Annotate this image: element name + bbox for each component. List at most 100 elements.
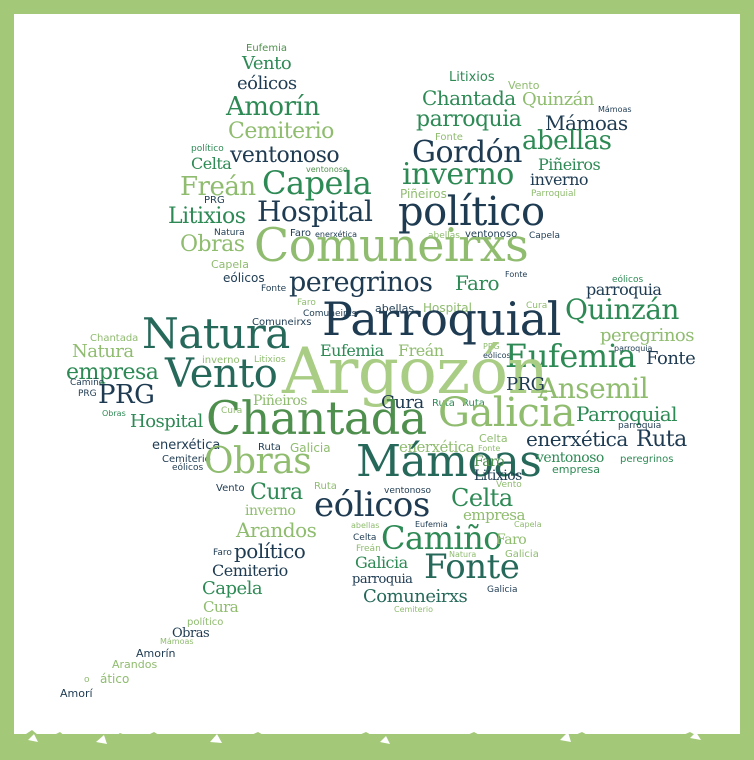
- word: Cemiterio: [228, 119, 334, 144]
- word: Litixios: [168, 204, 246, 229]
- word: Litixios: [449, 70, 495, 85]
- word: Piñeiros: [538, 155, 601, 174]
- word: eólicos: [612, 275, 644, 285]
- word: PRG: [483, 342, 500, 351]
- word: Hospital: [130, 411, 203, 432]
- word: ventonoso: [306, 165, 348, 174]
- word: Cura: [250, 480, 303, 505]
- word: Cura: [526, 301, 548, 311]
- word: político: [234, 539, 306, 563]
- word: Faro: [455, 271, 500, 295]
- word: Eufemia: [415, 520, 448, 529]
- word: Ruta: [258, 442, 281, 453]
- word: político: [191, 144, 224, 154]
- word: Eufemia: [246, 43, 287, 54]
- word: Natura: [72, 341, 134, 362]
- word: Natura: [142, 309, 290, 358]
- word: Cura: [221, 406, 243, 416]
- word: Obras: [102, 409, 126, 418]
- word: Amorín: [226, 92, 320, 122]
- word: Eufemia: [505, 337, 636, 375]
- word: Natura: [214, 228, 245, 238]
- word: Obras: [172, 626, 210, 641]
- word: ventonoso: [465, 229, 518, 240]
- word: abellas: [375, 302, 415, 315]
- word: parroquia: [586, 280, 662, 299]
- word: ventonoso: [230, 143, 340, 168]
- word-cloud-canvas: [14, 14, 740, 734]
- word: Quinzán: [522, 89, 595, 110]
- word: político: [398, 189, 545, 235]
- word: Mámoas: [356, 436, 542, 487]
- word: ático: [100, 672, 130, 686]
- word: Cemiterio: [394, 605, 433, 614]
- word: abellas: [428, 231, 460, 241]
- word: peregrinos: [600, 325, 694, 346]
- word: Cura: [203, 598, 239, 616]
- word: empresa: [552, 463, 600, 476]
- word: Vento: [165, 351, 278, 397]
- word: Chantada: [206, 391, 427, 445]
- word: Galicia: [438, 390, 575, 436]
- word: Amorín: [136, 647, 176, 660]
- word: eólicos: [314, 485, 430, 525]
- word: empresa: [66, 360, 159, 385]
- word: eólicos: [223, 271, 265, 285]
- word: Chantada: [422, 86, 516, 110]
- word: Fonte: [505, 270, 528, 279]
- word: o: [84, 675, 90, 685]
- word: enerxética: [315, 230, 358, 239]
- word: Litixios: [254, 355, 286, 365]
- word: Ruta: [636, 427, 687, 452]
- word: Fonte: [261, 284, 287, 294]
- word: Parroquial: [531, 189, 577, 199]
- word: Eufemia: [320, 341, 384, 360]
- word: Mámoas: [545, 111, 628, 135]
- word: Arandos: [112, 658, 158, 671]
- word: ventonoso: [384, 486, 432, 496]
- word: Hospital: [257, 195, 373, 228]
- word: Freán: [180, 172, 256, 202]
- word: enerxética: [399, 438, 475, 456]
- word: peregrinos: [620, 454, 674, 465]
- word: Comuneirxs: [252, 317, 312, 328]
- word: Capela: [202, 578, 263, 599]
- word: Hospital: [423, 301, 472, 315]
- word: Cura: [381, 392, 424, 413]
- word: parroquia: [352, 572, 413, 587]
- word: Faro: [474, 454, 505, 470]
- word: Galicia: [487, 585, 518, 595]
- word: Galicia: [290, 441, 331, 455]
- word: peregrinos: [289, 267, 433, 298]
- word: eólicos: [172, 463, 204, 473]
- word: Galicia: [355, 553, 408, 572]
- word: PRG: [78, 389, 97, 399]
- word: Faro: [297, 298, 316, 308]
- word: Parroquial: [322, 292, 561, 346]
- word: Capela: [262, 164, 372, 202]
- word: PRG: [506, 374, 545, 395]
- word: Celta: [191, 154, 232, 173]
- word: ventonoso: [536, 450, 604, 466]
- word: eólicos: [483, 351, 511, 360]
- word: Capela: [211, 258, 249, 271]
- word: político: [187, 617, 224, 628]
- word: Celta: [451, 484, 513, 512]
- word: Ruta: [462, 398, 485, 409]
- word: PRG: [204, 195, 225, 206]
- word: parroquia: [416, 107, 522, 132]
- word: Ruta: [432, 398, 455, 409]
- word: Comuneirxs: [254, 218, 529, 272]
- word: Capela: [514, 520, 542, 529]
- word: Freán: [356, 544, 381, 554]
- word: Ruta: [314, 481, 337, 492]
- grunge-border-bottom: [0, 730, 754, 760]
- word: Gordón: [412, 135, 522, 170]
- word: Litixios: [474, 468, 522, 484]
- word: eólicos: [237, 73, 297, 94]
- word: Celta: [353, 533, 377, 543]
- word: inverno: [530, 170, 589, 189]
- word: Vento: [508, 79, 540, 92]
- word: Amorí: [60, 687, 93, 700]
- word: Vento: [496, 480, 522, 490]
